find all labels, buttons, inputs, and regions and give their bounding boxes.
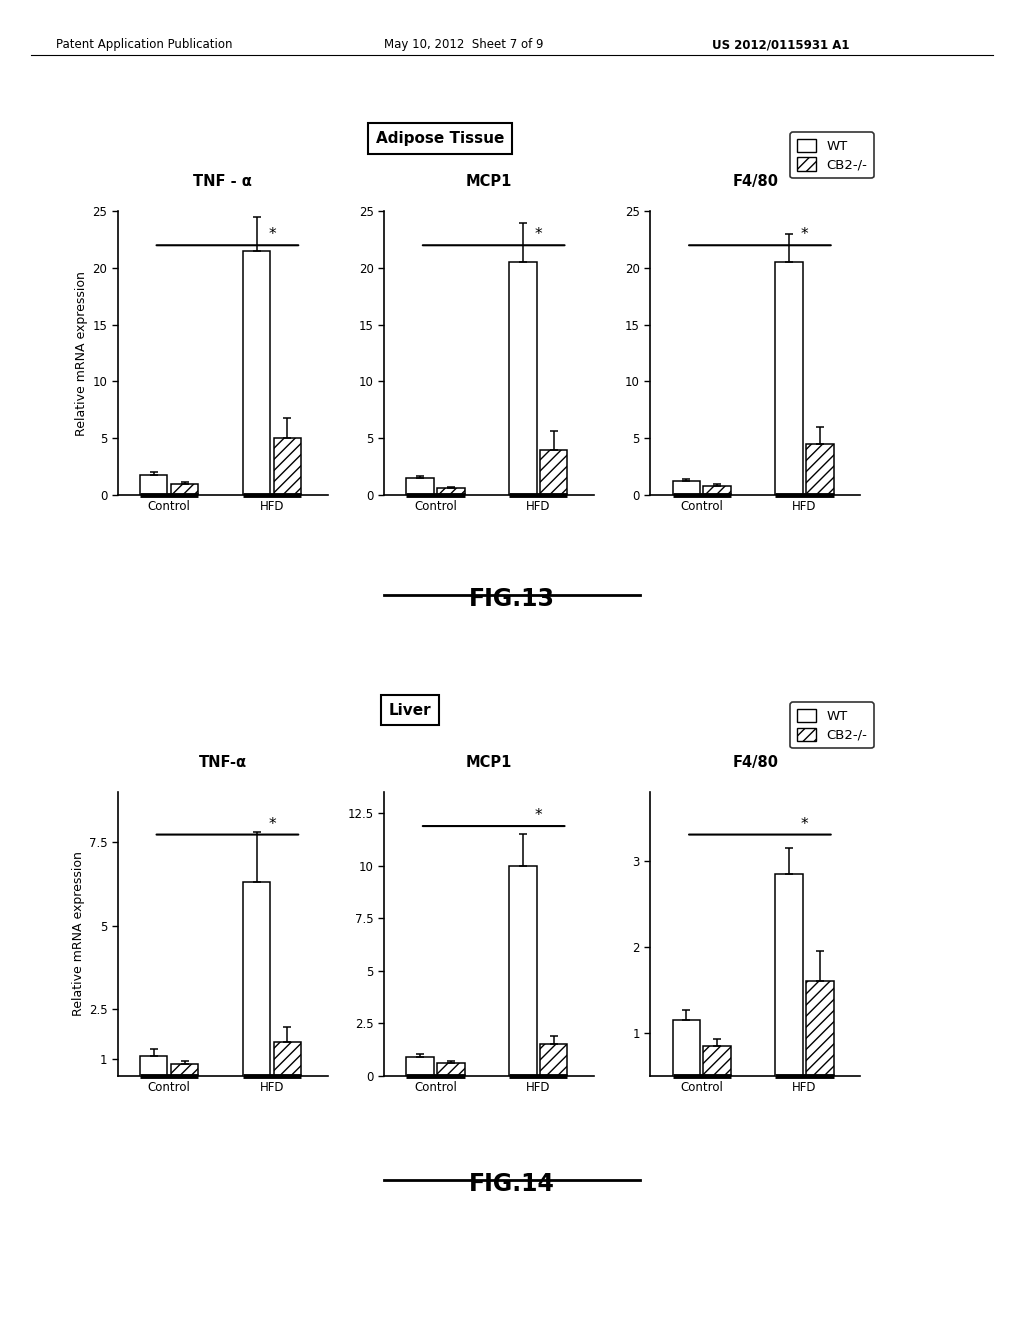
Text: *: * bbox=[801, 227, 808, 243]
Bar bbox=[407, 1057, 434, 1076]
Text: FIG.13: FIG.13 bbox=[469, 587, 555, 611]
Text: *: * bbox=[535, 227, 542, 243]
Text: May 10, 2012  Sheet 7 of 9: May 10, 2012 Sheet 7 of 9 bbox=[384, 38, 544, 51]
Text: Adipose Tissue: Adipose Tissue bbox=[376, 131, 505, 147]
Y-axis label: Relative mRNA expression: Relative mRNA expression bbox=[76, 271, 88, 436]
Bar bbox=[273, 1043, 301, 1093]
Legend: WT, CB2-/-: WT, CB2-/- bbox=[791, 132, 873, 178]
Bar bbox=[775, 874, 803, 1119]
Text: *: * bbox=[268, 817, 275, 832]
Bar bbox=[437, 488, 465, 495]
Bar bbox=[243, 251, 270, 495]
Bar bbox=[140, 1056, 168, 1093]
Title: F4/80: F4/80 bbox=[732, 755, 778, 770]
Bar bbox=[243, 882, 270, 1093]
Text: *: * bbox=[801, 817, 808, 832]
Text: *: * bbox=[268, 227, 275, 243]
Bar bbox=[673, 482, 700, 495]
Bar bbox=[540, 1044, 567, 1076]
Bar bbox=[437, 1063, 465, 1076]
Title: MCP1: MCP1 bbox=[466, 755, 512, 770]
Bar bbox=[703, 1045, 731, 1119]
Bar bbox=[540, 450, 567, 495]
Bar bbox=[806, 444, 834, 495]
Title: TNF - α: TNF - α bbox=[194, 174, 252, 189]
Title: MCP1: MCP1 bbox=[466, 174, 512, 189]
Bar bbox=[171, 1064, 199, 1093]
Bar bbox=[806, 981, 834, 1119]
Bar bbox=[140, 475, 168, 495]
Bar bbox=[673, 1020, 700, 1119]
Bar bbox=[407, 478, 434, 495]
Text: *: * bbox=[535, 808, 542, 824]
Title: TNF-α: TNF-α bbox=[199, 755, 247, 770]
Legend: WT, CB2-/-: WT, CB2-/- bbox=[791, 702, 873, 748]
Y-axis label: Relative mRNA expression: Relative mRNA expression bbox=[72, 851, 85, 1016]
Text: US 2012/0115931 A1: US 2012/0115931 A1 bbox=[712, 38, 849, 51]
Bar bbox=[775, 263, 803, 495]
Bar bbox=[171, 483, 199, 495]
Bar bbox=[509, 866, 537, 1076]
Text: Patent Application Publication: Patent Application Publication bbox=[56, 38, 232, 51]
Bar bbox=[273, 438, 301, 495]
Bar bbox=[509, 263, 537, 495]
Text: Liver: Liver bbox=[388, 702, 431, 718]
Bar bbox=[703, 486, 731, 495]
Title: F4/80: F4/80 bbox=[732, 174, 778, 189]
Text: FIG.14: FIG.14 bbox=[469, 1172, 555, 1196]
